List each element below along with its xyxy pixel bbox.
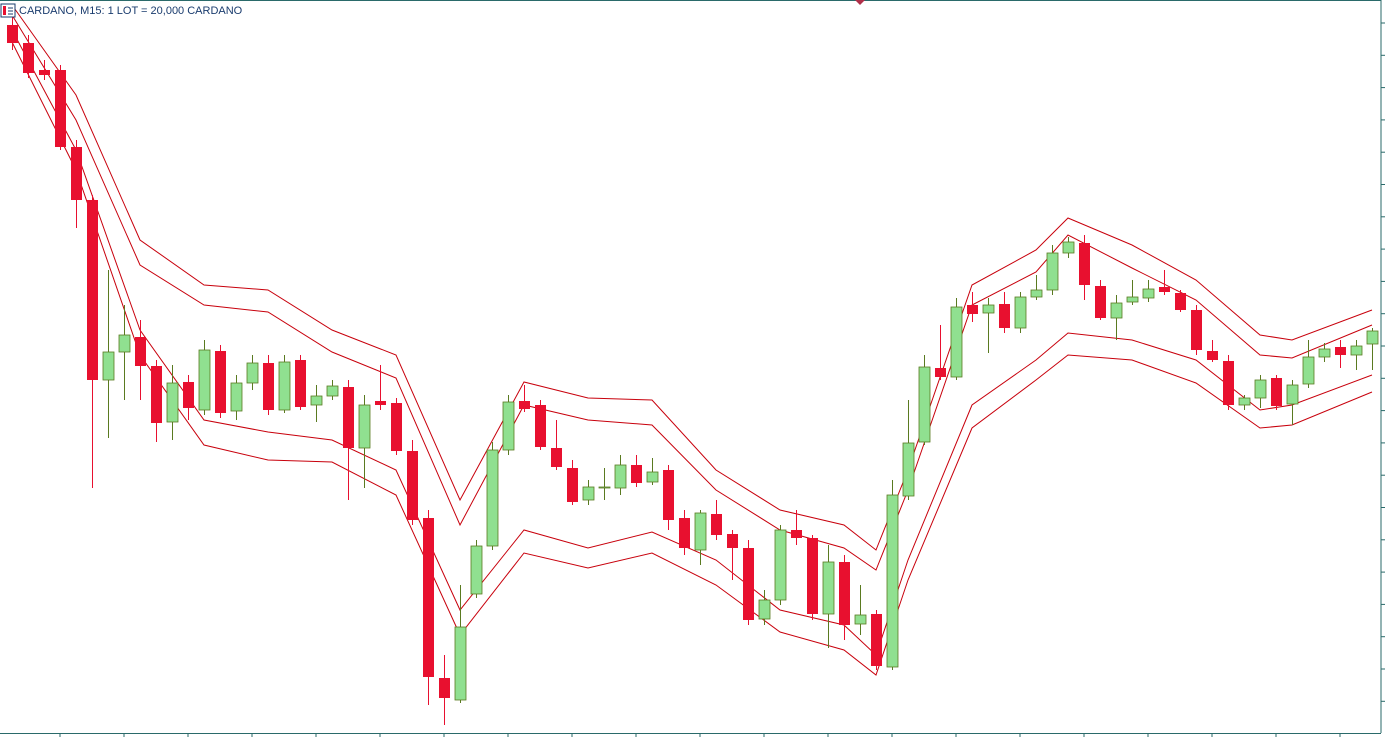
candle-body (391, 403, 402, 451)
candle-body (519, 401, 530, 409)
candle-body (791, 530, 802, 538)
candle-body (758, 599, 771, 620)
candle-body (1191, 310, 1202, 350)
candle-body (1286, 384, 1299, 405)
candle-body (39, 70, 50, 75)
candle-body (1142, 288, 1155, 299)
candle-body (7, 25, 18, 43)
candle-body (71, 147, 82, 200)
candle-body (439, 678, 450, 698)
candle-body (423, 518, 434, 677)
candle-body (694, 512, 707, 551)
candle-body (918, 366, 931, 443)
candle-body (567, 468, 578, 502)
icon-bar (3, 6, 6, 15)
candle-body (1175, 293, 1186, 310)
candle-body (1030, 289, 1043, 298)
candle-body (135, 337, 146, 366)
candle-body (151, 366, 162, 423)
candle-body (854, 614, 867, 625)
candle-body (1335, 347, 1346, 355)
candle-body (87, 200, 98, 380)
candle-body (1302, 356, 1315, 385)
candle-body (982, 304, 995, 314)
candle-body (582, 486, 595, 501)
candle-body (407, 451, 418, 520)
envelope-line (11, 4, 1373, 551)
candle-body (246, 362, 259, 384)
candle-body (263, 363, 274, 410)
axis-ticks (59, 22, 1385, 737)
candle-body (23, 43, 34, 73)
candle-body (183, 382, 194, 408)
candle-body (535, 405, 546, 447)
candle-body (839, 562, 850, 625)
candle-body (871, 614, 882, 666)
candle-body (551, 448, 562, 467)
candle-body (1062, 241, 1075, 254)
candle-body (727, 534, 738, 548)
candle-body (631, 465, 642, 483)
candle-body (278, 361, 291, 411)
candle-body (774, 529, 787, 601)
candle-body (967, 305, 978, 314)
candle-body (1366, 330, 1379, 345)
candle-body (1095, 286, 1106, 318)
candle-body (166, 382, 179, 423)
envelope-line (11, 14, 1373, 571)
candle-body (215, 351, 226, 413)
candle-body (454, 626, 467, 701)
candle-body (118, 334, 131, 353)
candle-body (486, 449, 499, 547)
candle-body (679, 518, 690, 548)
candle-body (646, 471, 659, 483)
candle-body (1110, 302, 1123, 319)
candle-body (614, 464, 627, 489)
candle-body (1318, 348, 1331, 358)
candle-body (1207, 351, 1218, 360)
candle-body (663, 470, 674, 520)
candle-body (470, 545, 483, 595)
candle-body (1238, 397, 1251, 406)
candle-body (102, 351, 115, 381)
candle-body (822, 561, 835, 615)
candle-body (743, 548, 754, 620)
candle-body (807, 538, 818, 614)
candle-body (902, 442, 915, 497)
shift-marker[interactable] (855, 0, 865, 5)
candle-body (230, 382, 243, 412)
candle-body (55, 70, 66, 147)
candle-body (1271, 378, 1282, 406)
candle-body (1350, 345, 1363, 356)
candle-body (950, 306, 963, 378)
candle-body (711, 514, 722, 535)
candle-body (1014, 296, 1027, 329)
candle-body (1079, 243, 1090, 285)
bands (11, 4, 1373, 676)
candle-body (598, 486, 611, 489)
candle-body (1126, 296, 1139, 303)
candle-body (310, 395, 323, 406)
chart-icon[interactable] (0, 3, 16, 18)
candle-body (999, 304, 1010, 328)
candle-body (1159, 287, 1170, 292)
envelope-line (11, 29, 1373, 656)
candle-body (1046, 252, 1059, 291)
chart-title: CARDANO, M15: 1 LOT = 20,000 CARDANO (19, 5, 243, 17)
candles (7, 15, 1379, 725)
candle-body (343, 387, 354, 448)
candle-body (1223, 361, 1234, 405)
candle-body (1254, 379, 1267, 399)
candle-body (502, 401, 515, 451)
candle-body (326, 385, 339, 397)
candle-body (375, 401, 386, 405)
candle-body (886, 494, 899, 668)
candle-body (935, 368, 946, 377)
candle-body (358, 404, 371, 449)
candle-body (198, 349, 211, 411)
candle-body (295, 360, 306, 407)
